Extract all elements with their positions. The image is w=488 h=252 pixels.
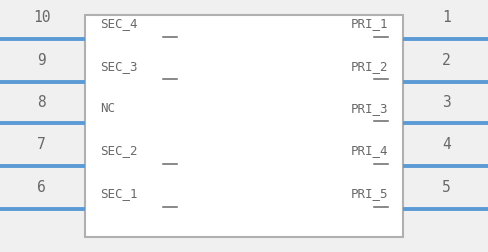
Text: PRI_4: PRI_4 (350, 144, 388, 158)
Text: SEC_4: SEC_4 (100, 17, 138, 30)
Text: 8: 8 (37, 94, 46, 110)
Text: PRI_5: PRI_5 (350, 187, 388, 200)
Text: 2: 2 (442, 53, 451, 68)
Text: 7: 7 (37, 137, 46, 152)
Text: 5: 5 (442, 180, 451, 195)
Text: SEC_2: SEC_2 (100, 144, 138, 158)
Text: 4: 4 (442, 137, 451, 152)
Bar (85, 15, 403, 237)
Text: 9: 9 (37, 53, 46, 68)
Text: PRI_1: PRI_1 (350, 17, 388, 30)
Text: 6: 6 (37, 180, 46, 195)
Text: 3: 3 (442, 94, 451, 110)
Text: 10: 10 (33, 10, 50, 25)
Text: SEC_3: SEC_3 (100, 60, 138, 73)
Text: NC: NC (100, 102, 115, 115)
Text: 1: 1 (442, 10, 451, 25)
Text: SEC_1: SEC_1 (100, 187, 138, 200)
Text: PRI_3: PRI_3 (350, 102, 388, 115)
Text: PRI_2: PRI_2 (350, 60, 388, 73)
